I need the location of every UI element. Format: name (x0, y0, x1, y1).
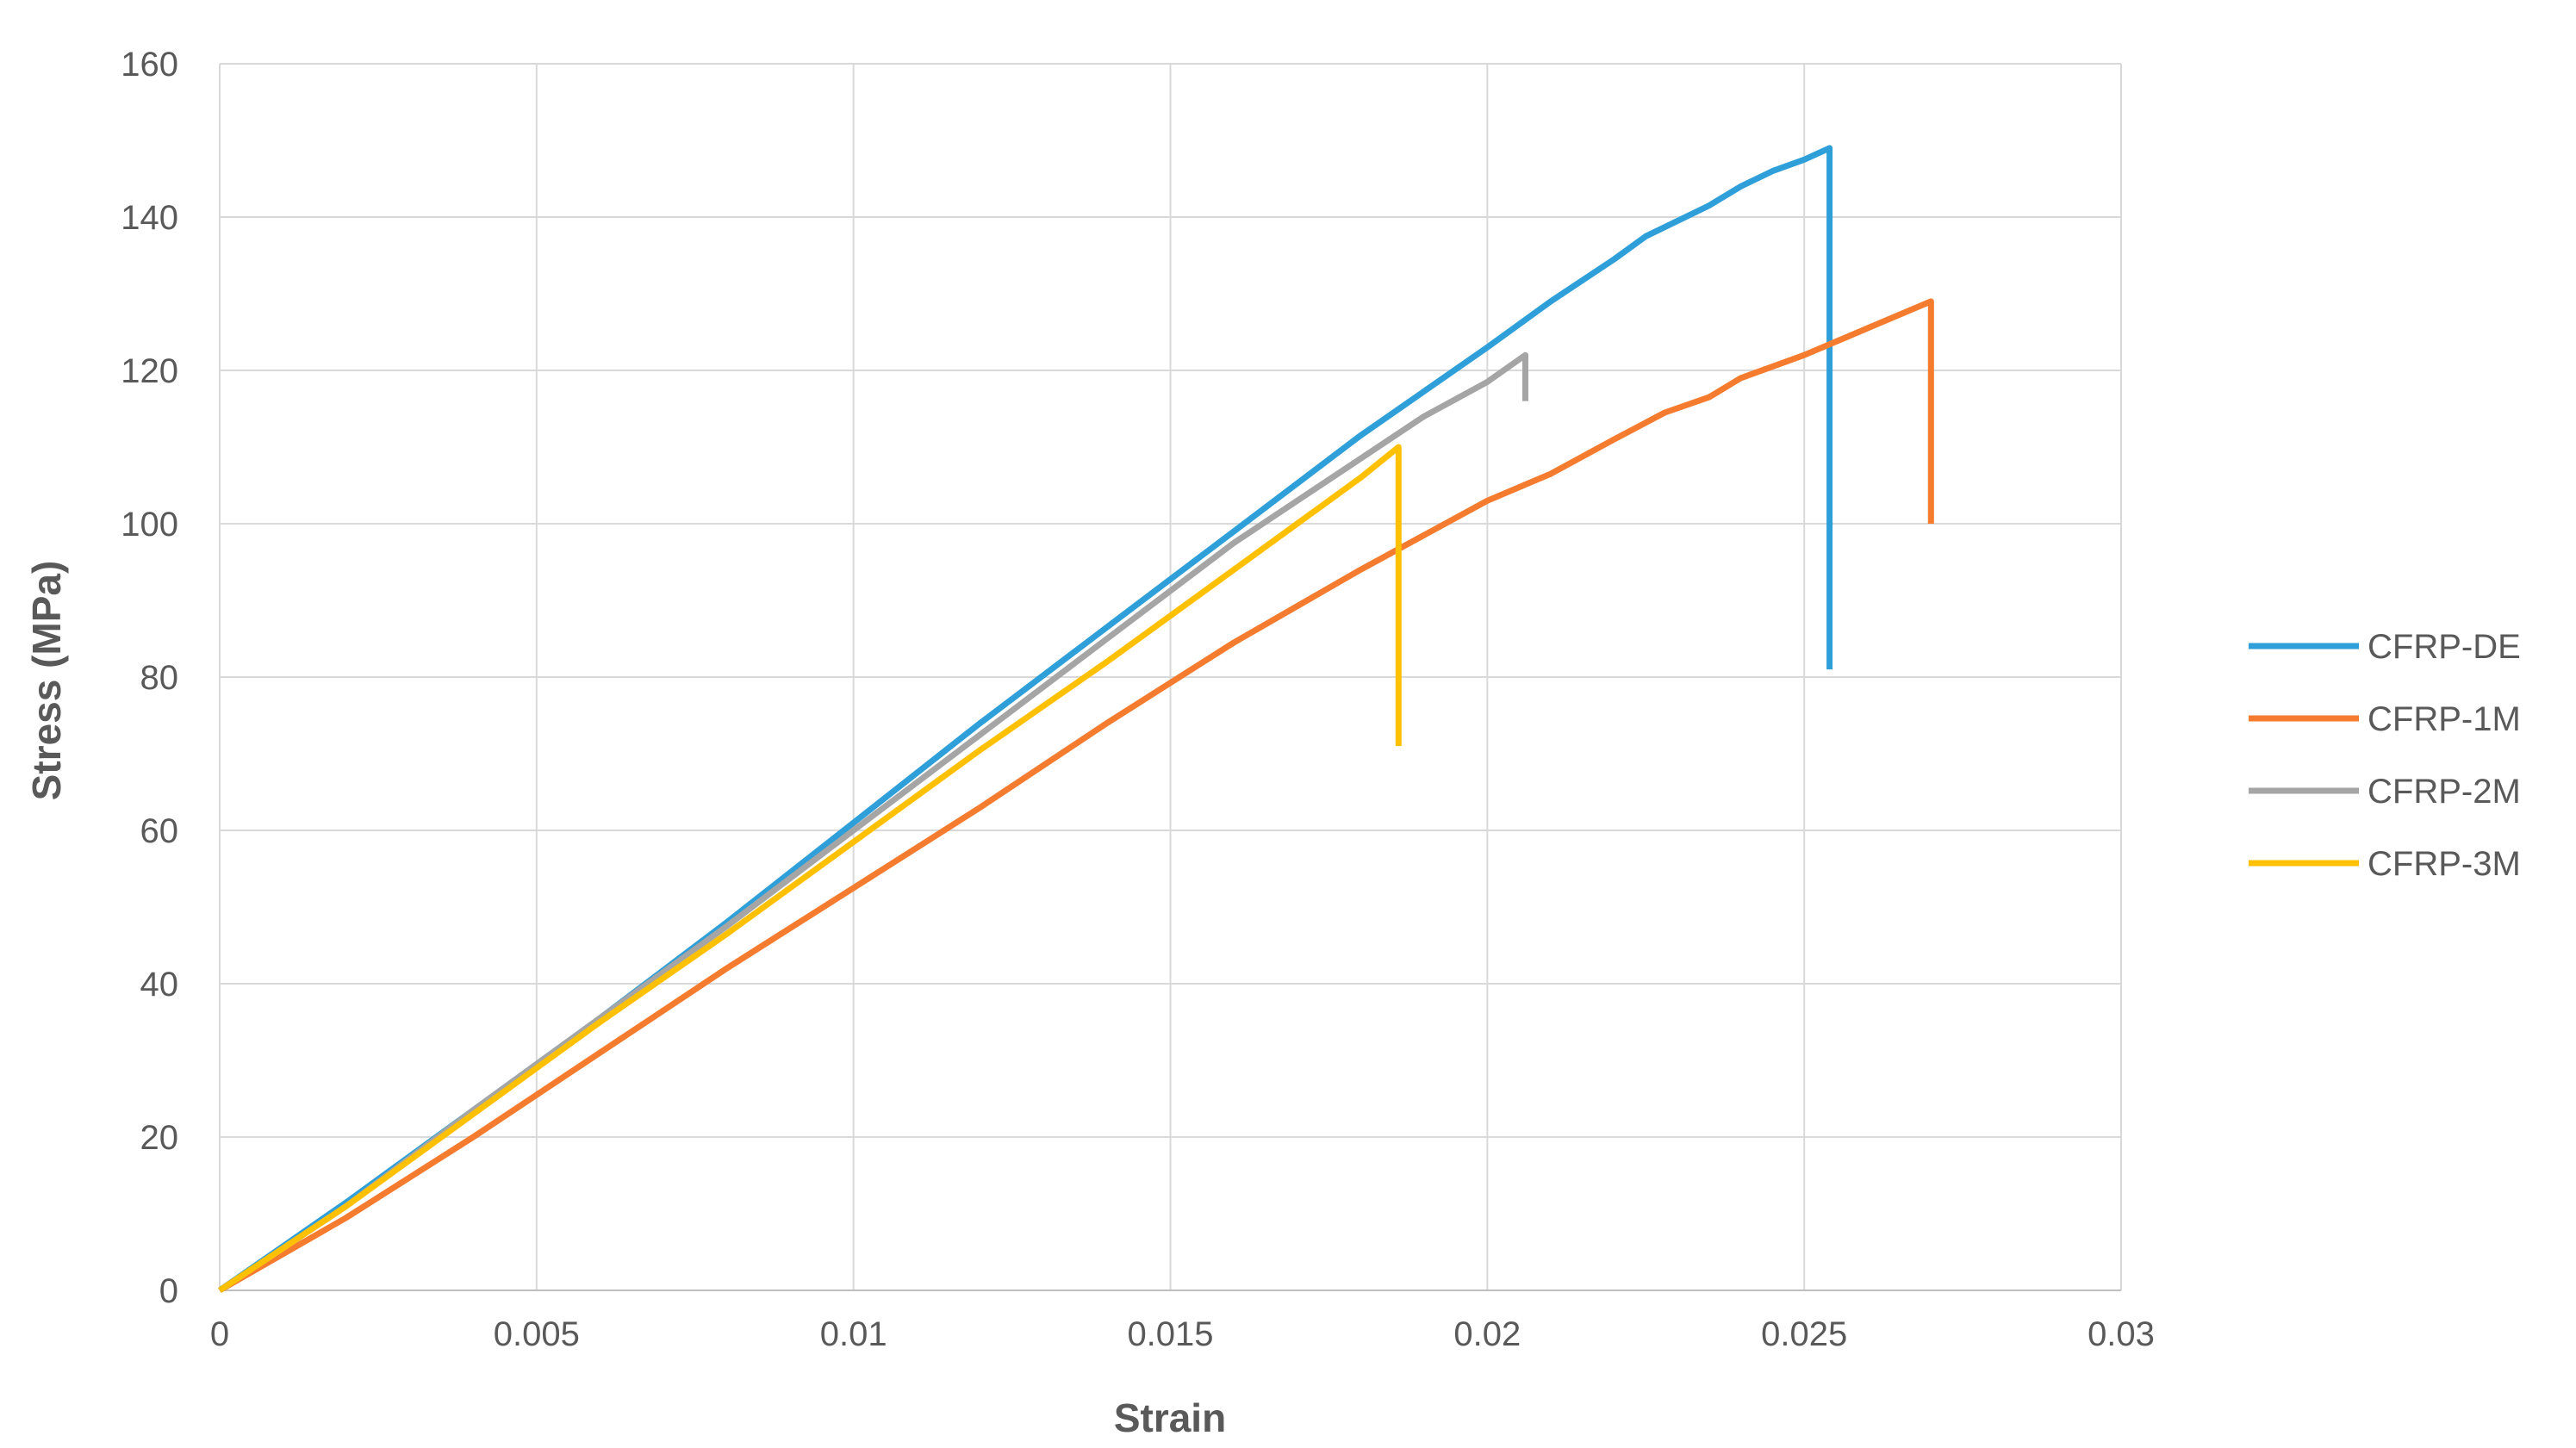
x-tick-label: 0.025 (1761, 1315, 1847, 1353)
y-tick-label: 160 (121, 46, 178, 84)
series-line-cfrp-3m (218, 444, 1402, 1293)
legend-label-cfrp-2m: CFRP-2M (2368, 773, 2521, 811)
legend: CFRP-DE CFRP-1M CFRP-2M CFRP-3M (2249, 628, 2521, 883)
legend-label-cfrp-3m: CFRP-3M (2368, 845, 2521, 883)
tick-labels: 0 20 40 60 80 100 120 140 160 0 0.005 0.01 0.015 0.02… (121, 46, 2155, 1353)
series-line-cfrp-2m (218, 351, 1528, 1293)
x-tick-label: 0.005 (494, 1315, 580, 1353)
series-line-cfrp-1m (218, 298, 1934, 1294)
y-tick-label: 60 (140, 812, 179, 850)
y-tick-label: 40 (140, 966, 179, 1004)
x-tick-label: 0 (210, 1315, 229, 1353)
x-tick-label: 0.015 (1127, 1315, 1213, 1353)
x-axis-title: Strain (1114, 1395, 1226, 1440)
y-tick-label: 20 (140, 1119, 179, 1157)
y-tick-label: 0 (159, 1272, 178, 1310)
x-tick-label: 0.02 (1453, 1315, 1521, 1353)
axes (219, 64, 2121, 1291)
legend-label-cfrp-1m: CFRP-1M (2368, 700, 2521, 738)
gridlines (220, 63, 2122, 1290)
y-axis-title: Stress (MPa) (24, 561, 69, 801)
y-tick-label: 120 (121, 352, 178, 390)
legend-label-cfrp-de: CFRP-DE (2368, 628, 2521, 666)
x-tick-label: 0.03 (2088, 1315, 2155, 1353)
y-tick-label: 140 (121, 199, 178, 237)
y-tick-label: 80 (140, 659, 179, 697)
series-lines (218, 145, 1934, 1294)
x-tick-label: 0.01 (820, 1315, 887, 1353)
y-tick-label: 100 (121, 506, 178, 544)
